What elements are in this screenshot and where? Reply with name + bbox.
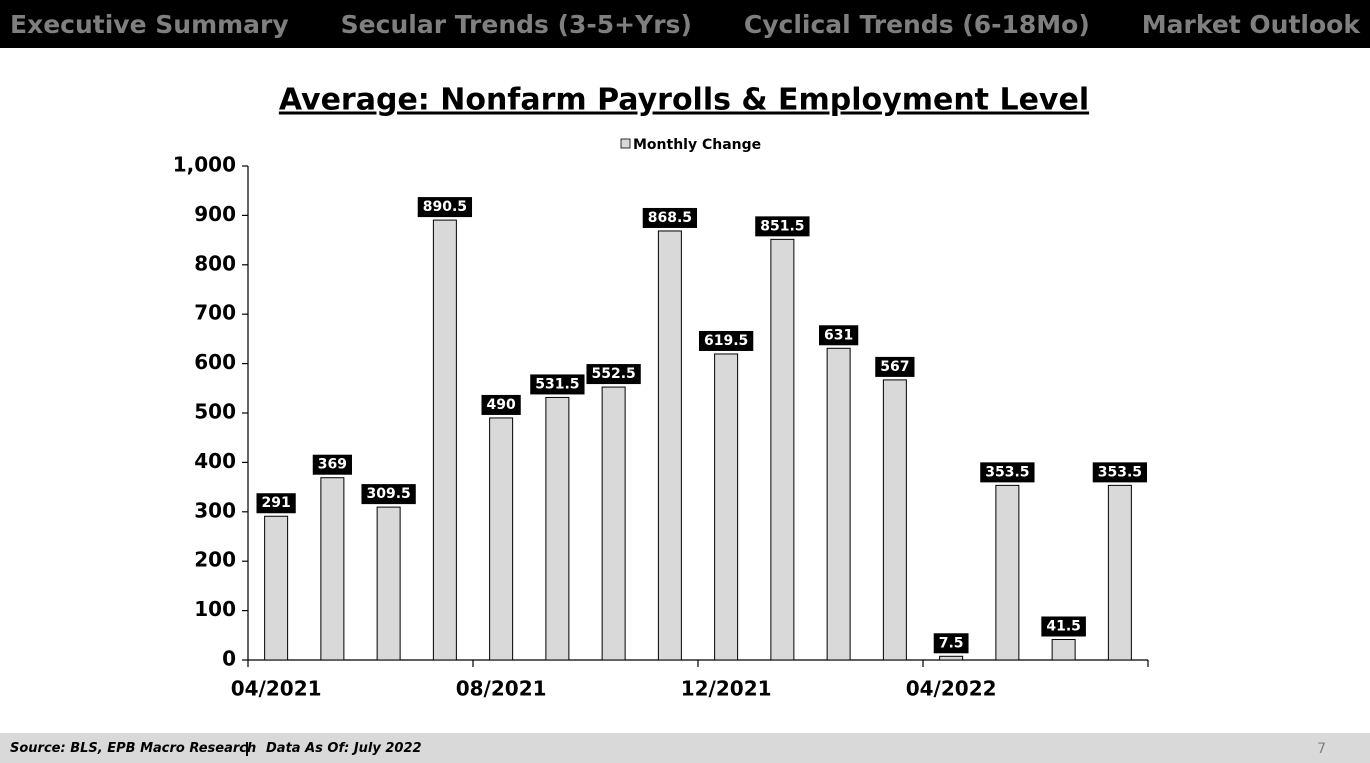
value-label: 552.5 xyxy=(586,364,641,385)
value-label-box xyxy=(819,325,859,346)
value-label: 619.5 xyxy=(698,330,754,351)
nav-item[interactable]: Executive Summary xyxy=(10,9,289,39)
value-label: 309.5 xyxy=(361,484,416,505)
value-label-box xyxy=(530,374,585,395)
value-label: 868.5 xyxy=(642,207,698,228)
page-number: 7 xyxy=(1317,741,1326,757)
value-label-text: 531.5 xyxy=(535,376,579,392)
value-label-box xyxy=(755,216,810,237)
value-label-text: 7.5 xyxy=(939,635,964,651)
bar xyxy=(770,238,795,661)
bar xyxy=(601,386,626,661)
y-tick-label: 1,000 xyxy=(173,153,236,177)
value-label-box xyxy=(361,484,416,505)
value-label: 369 xyxy=(312,454,352,475)
value-label-box xyxy=(698,330,754,351)
bar xyxy=(489,417,514,661)
bar xyxy=(1051,638,1076,661)
value-label: 7.5 xyxy=(933,633,969,654)
y-tick-label: 100 xyxy=(194,597,236,621)
bar xyxy=(545,396,570,661)
value-label-text: 353.5 xyxy=(1098,464,1142,480)
value-label: 631 xyxy=(819,325,859,346)
value-label-box xyxy=(312,454,352,475)
bar xyxy=(1107,484,1132,661)
y-tick-label: 800 xyxy=(194,251,236,275)
y-tick-label: 900 xyxy=(194,202,236,226)
y-tick-label: 300 xyxy=(194,498,236,522)
value-label-text: 631 xyxy=(824,327,853,343)
bar xyxy=(657,230,682,661)
value-label: 490 xyxy=(481,394,521,415)
value-label-box xyxy=(256,493,296,514)
bar xyxy=(320,477,345,661)
source: Source: BLS, EPB Macro Research xyxy=(10,741,257,756)
bar xyxy=(939,655,964,661)
bar xyxy=(432,219,457,661)
chart: Average: Nonfarm Payrolls & Employment L… xyxy=(173,83,1149,701)
value-label-text: 890.5 xyxy=(423,199,467,215)
value-label-text: 490 xyxy=(487,397,516,413)
value-label: 851.5 xyxy=(755,216,810,237)
legend-label: Monthly Change xyxy=(633,137,761,153)
bar xyxy=(882,379,907,661)
value-label-text: 353.5 xyxy=(985,464,1029,480)
value-label-text: 567 xyxy=(880,359,909,375)
value-label-box xyxy=(481,394,521,415)
bar xyxy=(376,506,401,661)
nav-item[interactable]: Market Outlook xyxy=(1141,9,1360,39)
nav-bar: Executive Summary Secular Trends (3-5+Yrs… xyxy=(0,0,1370,48)
bar xyxy=(714,353,739,661)
y-tick-label: 200 xyxy=(194,548,236,572)
value-label-text: 369 xyxy=(318,457,347,473)
value-label-text: 868.5 xyxy=(648,210,692,226)
bar xyxy=(264,515,289,661)
value-label: 353.5 xyxy=(1092,462,1148,483)
value-label-box xyxy=(417,197,473,218)
value-label-text: 309.5 xyxy=(366,486,410,502)
y-tick-label: 500 xyxy=(194,400,236,424)
value-label: 41.5 xyxy=(1041,616,1086,637)
nav-item[interactable]: Cyclical Trends (6-18Mo) xyxy=(743,9,1090,39)
x-tick-label: 08/2021 xyxy=(456,677,547,701)
value-label-text: 291 xyxy=(262,495,291,511)
data-date: Data As Of: July 2022 xyxy=(266,741,422,756)
value-label-text: 851.5 xyxy=(760,218,804,234)
value-label: 291 xyxy=(256,493,296,514)
y-tick-label: 700 xyxy=(194,301,236,325)
value-label-text: 619.5 xyxy=(704,333,748,349)
value-label: 890.5 xyxy=(417,197,473,218)
separator xyxy=(246,742,248,756)
value-label-box xyxy=(933,633,969,654)
value-label-box xyxy=(642,207,698,228)
nav-item[interactable]: Secular Trends (3-5+Yrs) xyxy=(340,9,692,39)
value-label-text: 41.5 xyxy=(1046,618,1081,634)
bar xyxy=(826,347,851,661)
value-label-box xyxy=(1041,616,1086,637)
x-tick-label: 04/2022 xyxy=(906,677,997,701)
x-tick-label: 04/2021 xyxy=(231,677,322,701)
y-tick-label: 600 xyxy=(194,350,236,374)
value-label-box xyxy=(980,462,1035,483)
legend-swatch xyxy=(620,138,631,149)
value-label: 567 xyxy=(875,356,915,377)
chart-title: Average: Nonfarm Payrolls & Employment L… xyxy=(279,83,1089,118)
y-tick-label: 400 xyxy=(194,449,236,473)
y-tick-label: 0 xyxy=(222,647,236,671)
value-label-text: 552.5 xyxy=(591,366,635,382)
value-label: 353.5 xyxy=(980,462,1035,483)
value-label-box xyxy=(1092,462,1148,483)
value-label: 531.5 xyxy=(530,374,585,395)
value-label-box xyxy=(875,356,915,377)
value-label-box xyxy=(586,364,641,385)
bar xyxy=(995,484,1020,661)
footer: Source: BLS, EPB Macro Research Data As … xyxy=(0,733,1370,763)
x-tick-label: 12/2021 xyxy=(681,677,772,701)
